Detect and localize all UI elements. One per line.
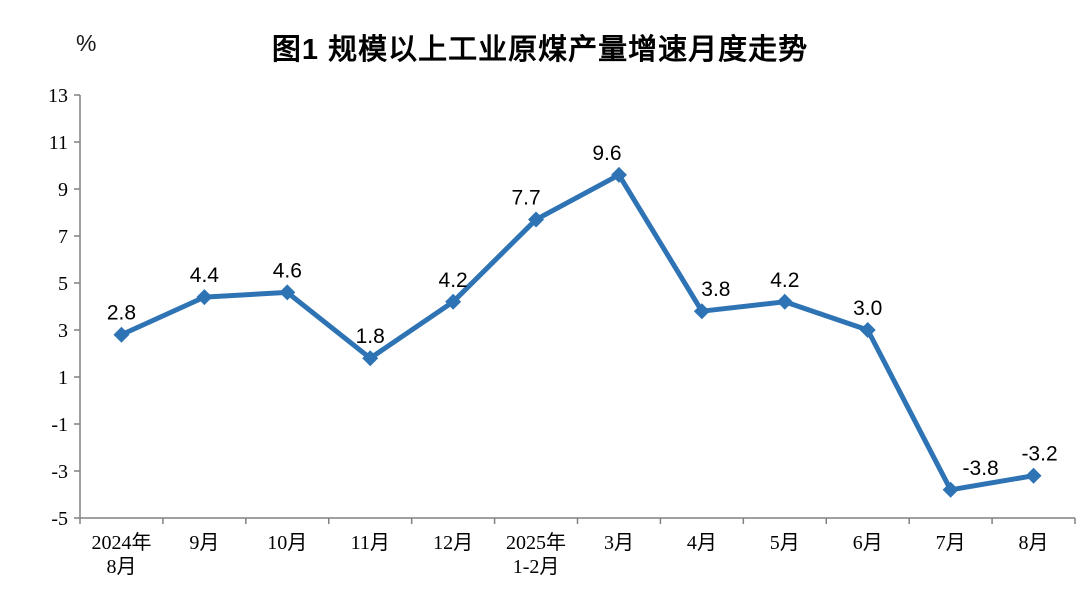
data-point-marker xyxy=(942,481,959,498)
y-axis-tick-label: 1 xyxy=(58,367,68,389)
data-point-label: 4.2 xyxy=(770,269,799,292)
x-axis-tick-label: 2025年 xyxy=(506,531,566,554)
x-axis-tick-label: 4月 xyxy=(687,532,717,554)
x-axis-tick-label: 10月 xyxy=(267,532,307,554)
data-point-label: -3.8 xyxy=(963,457,999,480)
data-point-marker xyxy=(113,326,130,343)
x-axis-tick-label: 3月 xyxy=(604,532,634,554)
y-axis-tick-label: -5 xyxy=(51,508,68,530)
x-axis-tick-label: 7月 xyxy=(936,532,966,554)
data-point-label: 7.7 xyxy=(511,187,540,210)
data-point-marker xyxy=(610,166,627,183)
y-axis-tick-label: -3 xyxy=(51,461,68,483)
data-point-marker xyxy=(445,293,462,310)
data-point-marker xyxy=(196,289,213,306)
data-point-label: 4.4 xyxy=(190,264,220,287)
data-point-label: 2.8 xyxy=(107,302,136,325)
x-axis-tick-label: 6月 xyxy=(853,532,883,554)
data-point-label: 3.8 xyxy=(701,278,730,301)
data-point-label: 4.6 xyxy=(273,259,302,282)
data-point-label: -3.2 xyxy=(1021,443,1057,466)
y-axis-tick-label: 3 xyxy=(58,320,68,342)
y-axis-tick-label: 7 xyxy=(58,226,68,248)
data-point-label: 4.2 xyxy=(439,269,468,292)
data-point-marker xyxy=(279,284,296,301)
y-axis-tick-label: 11 xyxy=(49,132,68,154)
x-axis-tick-label: 5月 xyxy=(770,532,800,554)
x-axis-tick-label: 12月 xyxy=(433,532,473,554)
data-point-label: 3.0 xyxy=(853,297,882,320)
data-point-marker xyxy=(859,322,876,338)
y-axis-tick-label: 13 xyxy=(48,85,68,107)
y-axis-tick-label: -1 xyxy=(51,414,68,436)
chart-title: 图1 规模以上工业原煤产量增速月度走势 xyxy=(271,34,809,66)
x-axis-tick-label: 1-2月 xyxy=(513,556,560,578)
data-point-marker xyxy=(693,303,710,320)
data-point-marker xyxy=(528,211,545,228)
x-axis-tick-label: 8月 xyxy=(106,556,136,578)
x-axis-tick-label: 8月 xyxy=(1019,532,1049,554)
data-point-label: 9.6 xyxy=(592,142,621,165)
y-axis-tick-label: 5 xyxy=(58,273,68,295)
y-axis-unit-label: % xyxy=(76,30,97,56)
data-point-marker xyxy=(776,293,793,310)
data-point-marker xyxy=(1025,467,1042,484)
x-axis-tick-label: 9月 xyxy=(189,532,219,554)
x-axis-tick-label: 2024年 xyxy=(91,531,151,554)
data-point-label: 1.8 xyxy=(356,325,385,348)
y-axis-tick-label: 9 xyxy=(58,179,68,201)
series-line xyxy=(118,172,1037,493)
x-axis-tick-label: 11月 xyxy=(351,532,390,554)
data-point-marker xyxy=(362,350,379,367)
